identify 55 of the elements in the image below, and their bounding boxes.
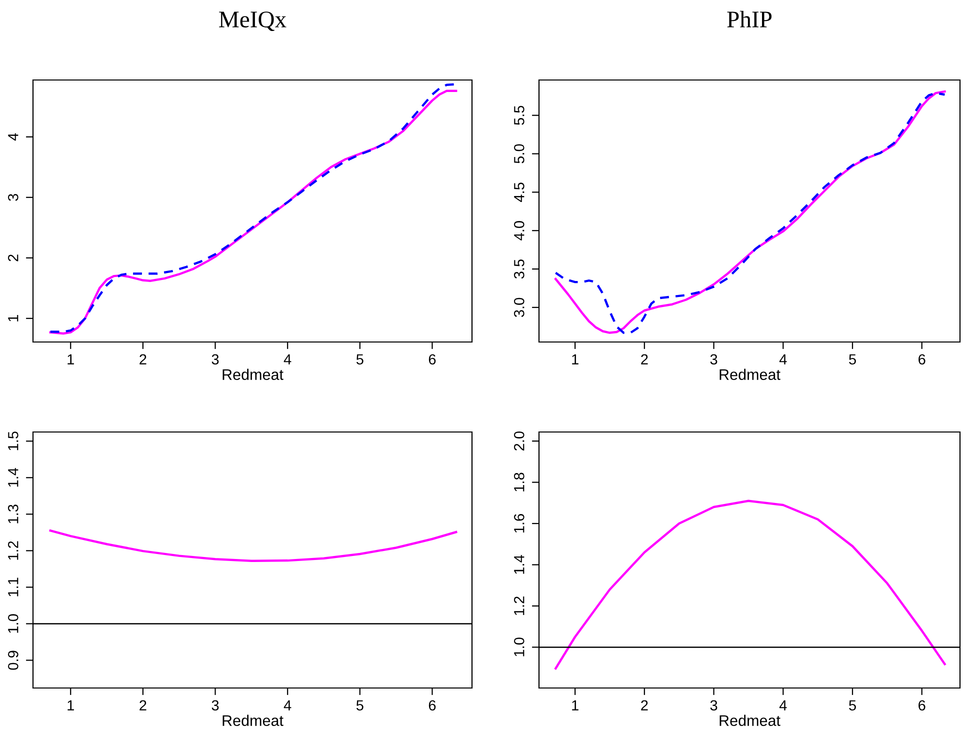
y-tick-label: 1.5 — [8, 432, 18, 450]
x-tick-label: 4 — [779, 700, 787, 710]
y-tick-label: 1.4 — [514, 555, 524, 574]
x-tick-label: 2 — [641, 700, 648, 710]
chart-title: PhIP — [727, 10, 772, 28]
x-axis-title: Redmeat — [720, 368, 780, 380]
line-series — [554, 500, 946, 670]
x-tick-label: 3 — [710, 700, 718, 711]
y-tick-label: 3.0 — [514, 298, 524, 318]
x-tick-label: 4 — [779, 354, 787, 364]
y-tick-label: 1.6 — [514, 514, 524, 533]
x-axis-title: Redmeat — [222, 714, 284, 726]
y-tick-label: 4.0 — [514, 221, 524, 240]
y-tick-label: 1.0 — [8, 614, 18, 633]
x-tick-label: 4 — [284, 354, 292, 364]
x-tick-label: 5 — [849, 700, 856, 711]
x-tick-label: 6 — [428, 354, 436, 365]
x-tick-label: 3 — [710, 354, 718, 365]
y-tick-label: 1.2 — [8, 541, 18, 560]
y-tick-label: 1.1 — [8, 578, 18, 596]
y-tick-label: 1.8 — [514, 472, 524, 492]
x-tick-label: 5 — [849, 354, 856, 365]
x-axis-title: Redmeat — [720, 714, 780, 726]
x-tick-label: 6 — [428, 700, 436, 711]
x-tick-label: 3 — [212, 700, 219, 711]
y-tick-label: 1.0 — [514, 638, 524, 656]
y-tick-label: 1.2 — [514, 596, 524, 615]
x-tick-label: 5 — [356, 700, 364, 711]
y-tick-label: 0.9 — [8, 650, 18, 670]
y-tick-label: 5.0 — [514, 144, 524, 164]
x-tick-label: 6 — [918, 354, 926, 365]
x-tick-label: 2 — [140, 700, 146, 710]
x-tick-label: 1 — [572, 700, 578, 710]
x-tick-label: 2 — [641, 354, 648, 364]
x-tick-label: 1 — [68, 354, 74, 364]
y-tick-label: 2.0 — [514, 432, 524, 450]
x-tick-label: 3 — [212, 354, 219, 365]
y-tick-label: 2 — [8, 254, 18, 262]
y-tick-label: 4 — [8, 133, 18, 141]
x-tick-label: 1 — [572, 354, 578, 364]
x-tick-label: 1 — [68, 700, 74, 710]
x-tick-label: 6 — [918, 700, 926, 711]
x-tick-label: 4 — [284, 700, 292, 710]
x-tick-label: 5 — [356, 354, 364, 365]
y-tick-label: 3 — [8, 194, 18, 201]
y-tick-label: 1.4 — [8, 468, 18, 487]
line-series — [49, 529, 458, 562]
y-tick-label: 5.5 — [514, 106, 524, 125]
y-tick-label: 1.3 — [8, 504, 18, 524]
chart-title: MeIQx — [219, 12, 286, 32]
y-tick-label: 4.5 — [514, 182, 524, 202]
x-axis-title: Redmeat — [222, 368, 284, 380]
x-tick-label: 2 — [140, 354, 146, 364]
y-tick-label: 3.5 — [514, 259, 524, 279]
y-tick-label: 1 — [8, 315, 18, 322]
